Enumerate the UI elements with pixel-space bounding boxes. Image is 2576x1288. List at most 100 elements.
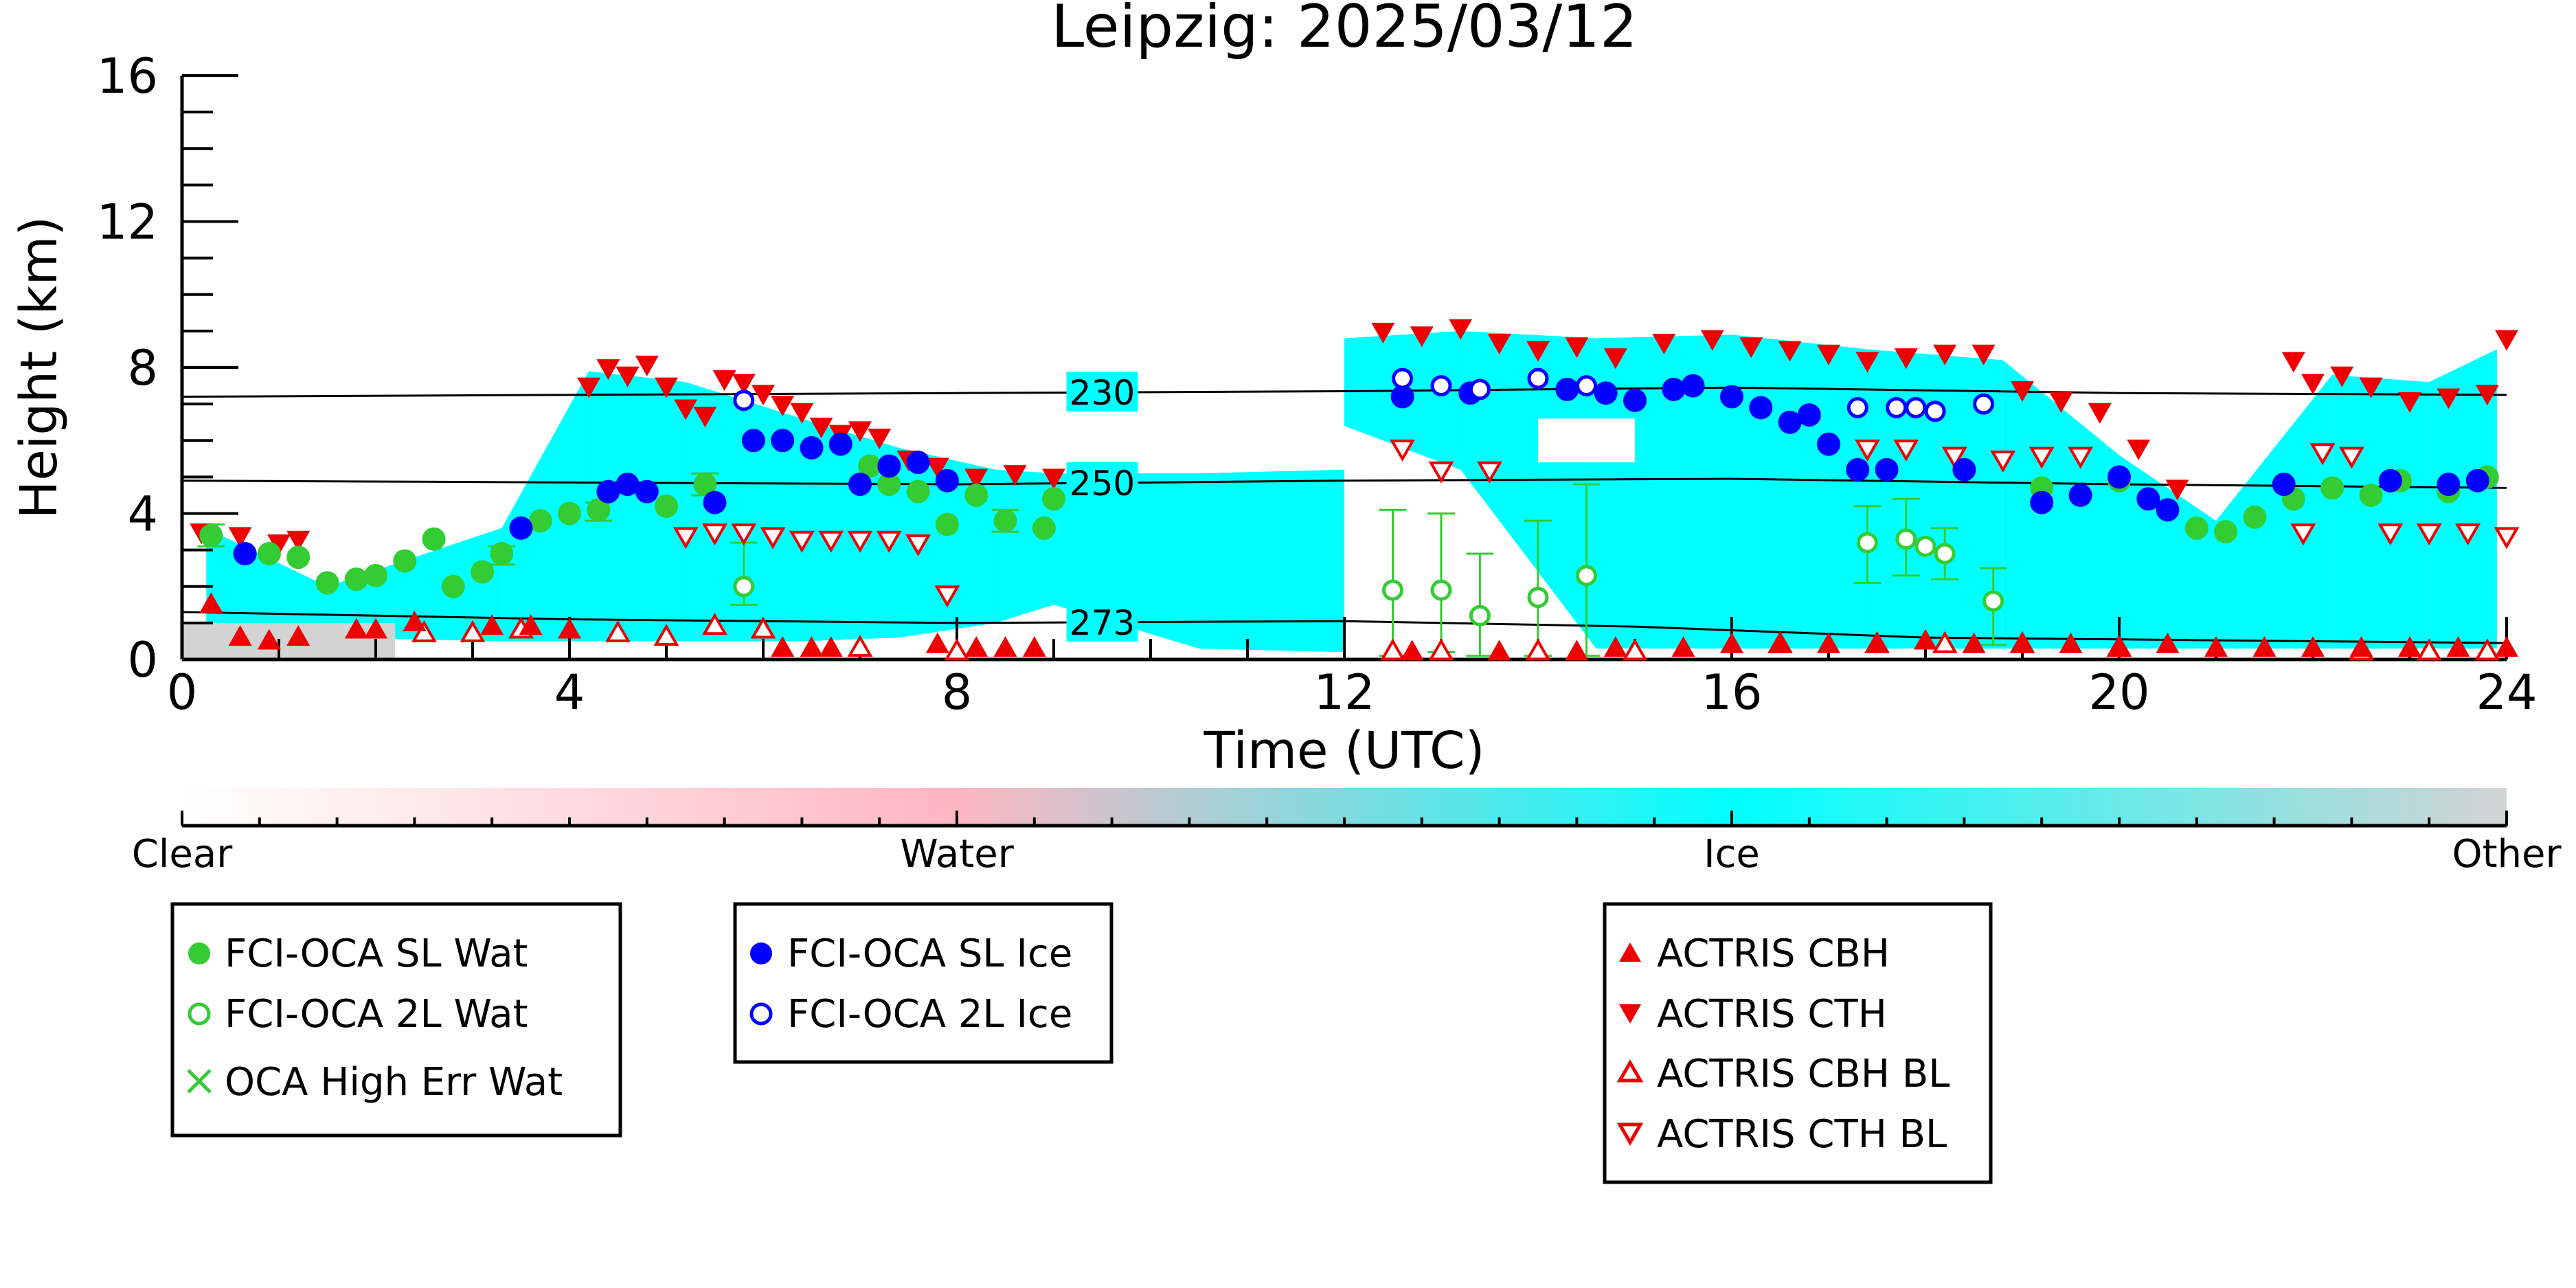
marker-actris-cth xyxy=(2495,330,2518,351)
marker-actris-cbh-bl xyxy=(1932,631,1958,653)
y-tick-label: 0 xyxy=(127,632,158,688)
marker-fci-oca-sl-ice xyxy=(2108,465,2131,489)
marker-actris-cth-bl xyxy=(2338,447,2364,469)
marker-actris-cbh-bl xyxy=(702,613,727,635)
marker-actris-cth xyxy=(1700,330,1724,351)
marker-actris-cbh xyxy=(2398,636,2421,657)
marker-fci-oca-sl-ice xyxy=(771,429,795,453)
cloud-phase-region xyxy=(2002,360,2119,649)
marker-actris-cbh xyxy=(2349,636,2373,657)
marker-actris-cth-bl xyxy=(2309,443,2336,466)
marker-fci-oca-sl-ice xyxy=(935,468,959,493)
marker-actris-cbh xyxy=(519,614,543,635)
marker-fci-oca-sl-ice xyxy=(2272,473,2296,496)
legend-marker-2l-ice xyxy=(749,1002,773,1026)
marker-actris-cth xyxy=(674,399,698,420)
marker-fci-oca-2l-wat xyxy=(1934,543,1956,565)
y-axis-label: Height (km) xyxy=(10,216,69,519)
legend-label-2l-ice: FCI-OCA 2L Ice xyxy=(787,992,1072,1037)
cloud-phase-region xyxy=(327,528,502,642)
marker-actris-cth xyxy=(1410,326,1434,348)
marker-fci-oca-sl-ice xyxy=(2156,498,2180,522)
marker-actris-cth xyxy=(2475,385,2499,406)
marker-actris-cbh-bl xyxy=(1380,638,1405,661)
marker-fci-oca-sl-ice xyxy=(2030,490,2054,515)
marker-fci-oca-sl-ice xyxy=(741,429,765,453)
marker-actris-cbh xyxy=(2446,636,2470,657)
marker-fci-oca-sl-ice xyxy=(1662,377,1686,401)
marker-fci-oca-sl-wat xyxy=(2243,505,2267,529)
marker-actris-cth-bl xyxy=(934,585,960,608)
marker-actris-cbh-bl xyxy=(944,638,970,661)
marker-fci-oca-sl-ice xyxy=(1797,403,1821,427)
y-tick-label: 4 xyxy=(127,486,158,543)
isotherm-label-bg xyxy=(1066,601,1138,642)
marker-actris-cbh xyxy=(1400,640,1424,661)
colorbar-label-water: Water xyxy=(900,832,1015,877)
marker-actris-cbh xyxy=(819,636,843,657)
marker-fci-oca-sl-ice xyxy=(1390,385,1414,409)
cloud-phase-region xyxy=(1538,418,1635,463)
marker-fci-oca-sl-ice xyxy=(906,451,930,475)
legend-marker-sl-wat xyxy=(188,942,210,964)
marker-actris-cth xyxy=(1487,333,1511,354)
marker-actris-cth-bl xyxy=(1428,461,1454,484)
isotherm-label: 250 xyxy=(1070,464,1135,504)
legend-label-cbh-bl: ACTRIS CBH BL xyxy=(1657,1052,1950,1096)
marker-actris-cbh xyxy=(800,636,824,657)
y-tick-label: 8 xyxy=(127,340,158,396)
marker-actris-cbh xyxy=(1720,632,1743,653)
marker-fci-oca-2l-ice xyxy=(1576,375,1597,397)
marker-fci-oca-sl-wat xyxy=(315,571,339,595)
marker-actris-cth xyxy=(693,407,717,428)
legend-label-2l-wat: FCI-OCA 2L Wat xyxy=(225,992,528,1037)
marker-fci-oca-sl-ice xyxy=(1778,410,1802,434)
marker-actris-cth-bl xyxy=(847,530,873,553)
marker-fci-oca-sl-ice xyxy=(2378,468,2402,493)
marker-fci-oca-sl-wat xyxy=(471,560,495,584)
marker-fci-oca-sl-wat xyxy=(2184,516,2208,540)
marker-fci-oca-sl-wat xyxy=(1042,487,1065,511)
colorbar-label-clear: Clear xyxy=(132,832,233,877)
legend-label-cth-bl: ACTRIS CTH BL xyxy=(1657,1112,1947,1157)
marker-actris-cth xyxy=(2165,479,2189,501)
marker-actris-cth-bl xyxy=(702,523,727,546)
marker-fci-oca-sl-ice xyxy=(1846,457,1870,482)
legend-label-cbh: ACTRIS CBH xyxy=(1657,931,1890,976)
x-tick-label: 24 xyxy=(2476,664,2537,721)
marker-fci-oca-2l-ice xyxy=(733,389,755,411)
marker-fci-oca-sl-ice xyxy=(2437,473,2461,496)
marker-actris-cth xyxy=(1971,344,1996,365)
marker-actris-cbh xyxy=(1022,636,1046,657)
marker-actris-cth-bl xyxy=(2416,523,2442,546)
data-markers xyxy=(190,319,2520,661)
y-tick-label: 16 xyxy=(97,48,158,104)
marker-fci-oca-sl-ice xyxy=(800,436,824,460)
marker-fci-oca-sl-wat xyxy=(1032,516,1056,540)
marker-actris-cbh-bl xyxy=(1428,638,1454,661)
cloud-phase-region xyxy=(182,622,396,659)
marker-actris-cbh xyxy=(1487,640,1511,661)
legend-ice: FCI-OCA SL Ice FCI-OCA 2L Ice xyxy=(733,902,1114,1064)
marker-actris-cth xyxy=(2301,374,2325,395)
marker-actris-cth xyxy=(596,359,620,380)
marker-actris-cbh-bl xyxy=(2416,638,2442,661)
marker-fci-oca-sl-wat xyxy=(257,541,281,565)
marker-actris-cbh xyxy=(1671,636,1695,657)
marker-actris-cth xyxy=(2281,352,2305,373)
marker-fci-oca-sl-ice xyxy=(509,516,533,540)
marker-actris-cbh xyxy=(1603,636,1627,657)
marker-actris-cth-bl xyxy=(2068,447,2094,469)
marker-fci-oca-sl-ice xyxy=(1720,385,1743,409)
x-tick-label: 16 xyxy=(1701,664,1762,721)
marker-fci-oca-sl-wat xyxy=(2320,476,2345,500)
marker-fci-oca-sl-ice xyxy=(1749,396,1773,420)
marker-actris-cth xyxy=(1817,344,1840,365)
cloud-phase-region xyxy=(1867,349,2003,649)
x-tick-label: 4 xyxy=(554,664,585,721)
marker-fci-oca-sl-ice xyxy=(1875,457,1899,482)
marker-actris-cth xyxy=(2398,392,2421,413)
marker-actris-cth-bl xyxy=(1941,447,1967,469)
cloud-phase-region xyxy=(1460,330,1596,649)
isotherm-label-bg xyxy=(1066,462,1138,503)
